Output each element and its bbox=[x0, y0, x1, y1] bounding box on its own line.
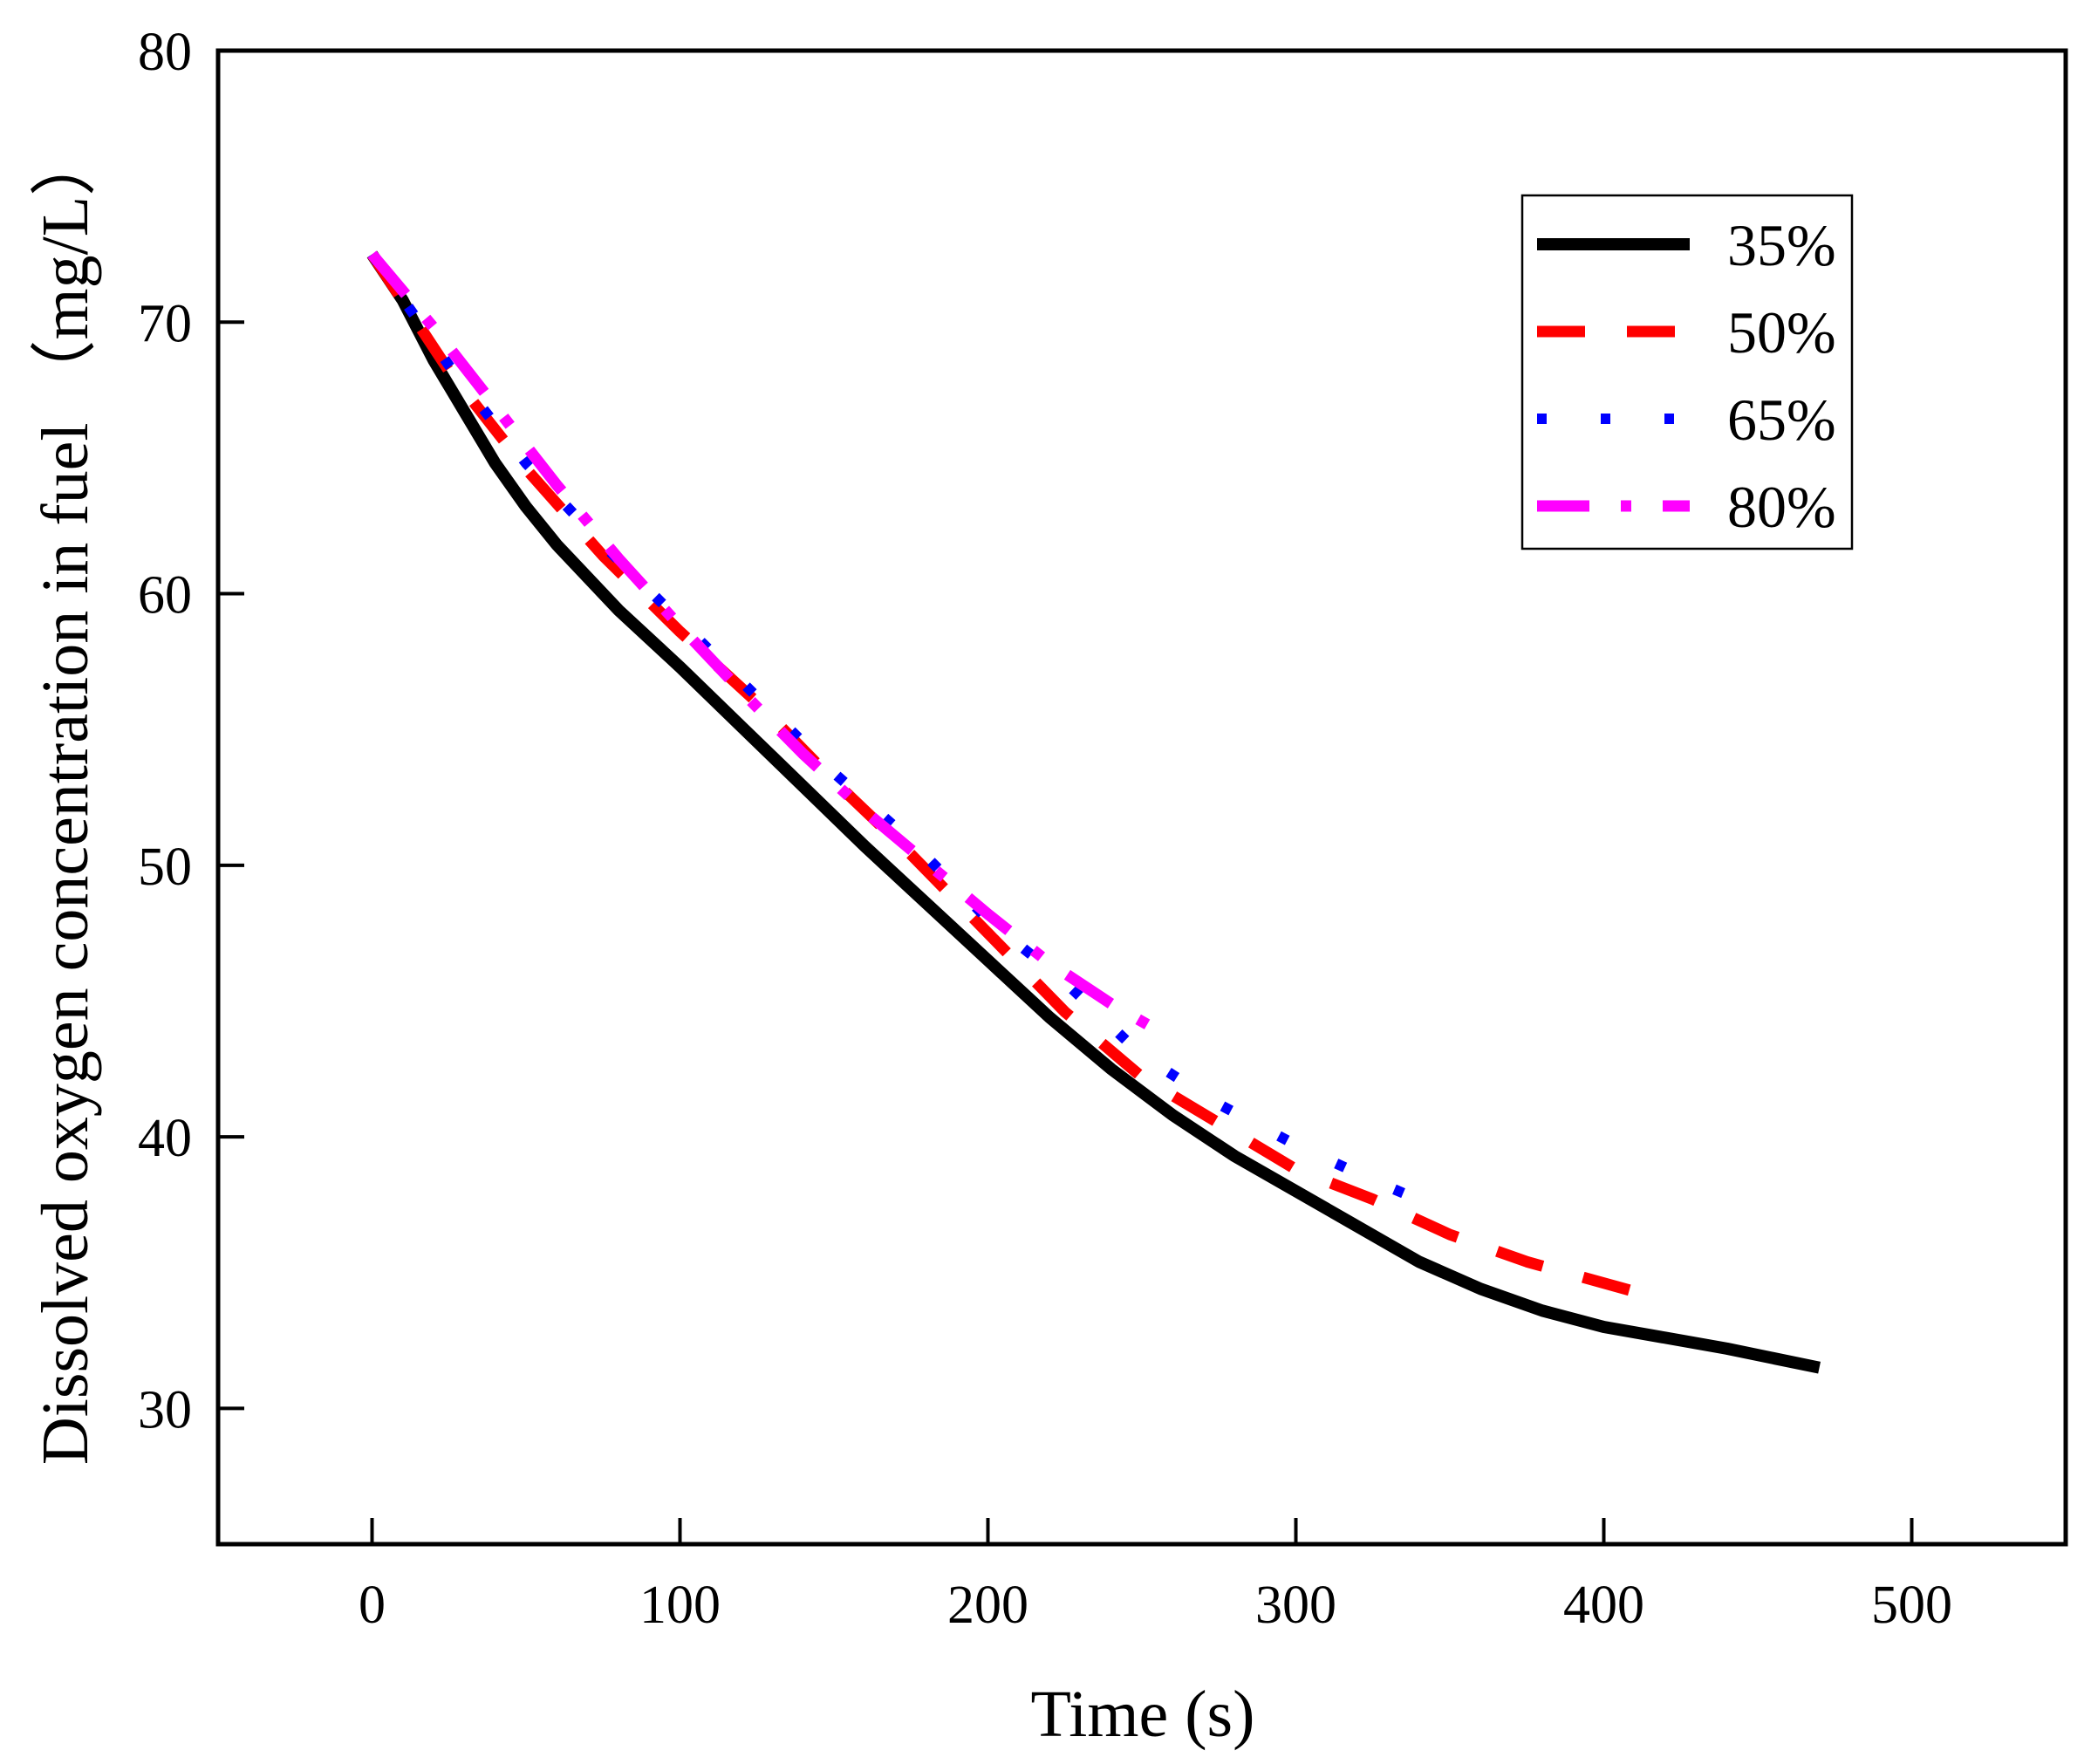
x-tick-label: 400 bbox=[1563, 1576, 1644, 1635]
x-tick-label: 200 bbox=[947, 1576, 1028, 1635]
y-tick-label: 80 bbox=[138, 23, 192, 82]
x-tick-label: 500 bbox=[1871, 1576, 1952, 1635]
series-line-2 bbox=[367, 250, 1637, 1297]
y-tick-label: 40 bbox=[138, 1109, 192, 1168]
plot-frame bbox=[215, 48, 2068, 1547]
series-line-1 bbox=[366, 250, 1821, 1374]
y-tick-label: 50 bbox=[138, 838, 192, 897]
legend-label-2: 50% bbox=[1727, 299, 1836, 366]
legend-label-3: 65% bbox=[1727, 386, 1836, 453]
x-axis-title: Time (s) bbox=[1031, 1678, 1255, 1751]
legend: 35% 50% 65% 80% bbox=[1520, 194, 1854, 550]
legend-label-1: 35% bbox=[1727, 212, 1836, 278]
y-axis-title: Dissolved oxygen concentration in fuel （… bbox=[29, 130, 102, 1465]
series-line-4 bbox=[367, 250, 1176, 1044]
x-tick-label: 0 bbox=[359, 1576, 386, 1635]
y-tick-label: 30 bbox=[138, 1380, 192, 1439]
y-tick-label: 70 bbox=[138, 294, 192, 353]
y-tick-label: 60 bbox=[138, 566, 192, 626]
y-axis: 30 40 50 60 70 80 bbox=[138, 23, 244, 1439]
x-tick-label: 100 bbox=[639, 1576, 721, 1635]
x-axis: 0 100 200 300 400 500 bbox=[359, 1518, 1952, 1635]
x-tick-label: 300 bbox=[1255, 1576, 1336, 1635]
legend-box bbox=[1520, 194, 1854, 550]
series-line-3 bbox=[367, 251, 1452, 1218]
legend-label-4: 80% bbox=[1727, 474, 1836, 540]
series-group bbox=[366, 250, 1821, 1374]
